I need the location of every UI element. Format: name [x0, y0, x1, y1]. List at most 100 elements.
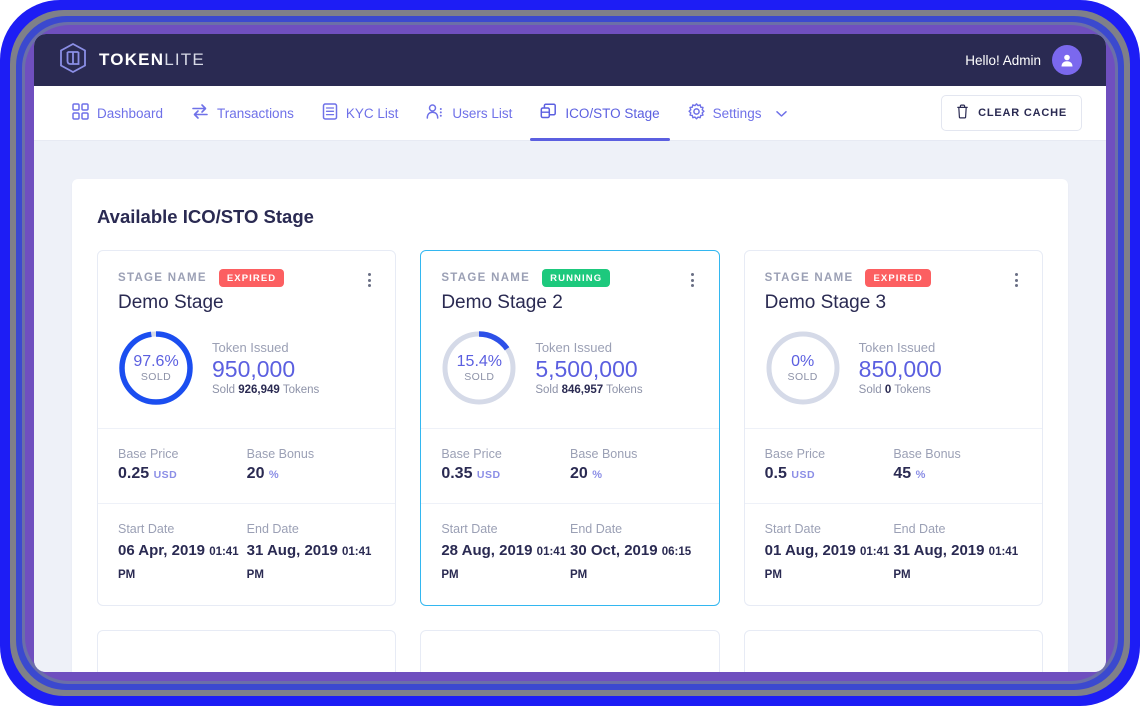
tokens-sold-text: Sold 846,957 Tokens [535, 384, 642, 396]
page-title: Available ICO/STO Stage [97, 206, 314, 227]
sold-amount: 846,957 [561, 384, 604, 397]
start-date-text: 01 Aug, 2019 [764, 542, 856, 559]
stage-card-partial[interactable] [420, 630, 720, 672]
nav-item-users-list[interactable]: Users List [412, 86, 526, 141]
donut-center-text: 97.6% SOLD [118, 330, 194, 406]
sold-percent-value: 15.4% [456, 352, 503, 370]
base-price-label: Base Price [441, 447, 502, 461]
exchange-arrows-icon [191, 103, 209, 123]
coins-stack-icon [540, 103, 557, 123]
sold-percent-donut: 15.4% SOLD [441, 330, 517, 406]
stage-card[interactable]: STAGE NAME EXPIRED Demo Stage 97.6% SOLD Toke… [97, 250, 397, 606]
nav-item-label: ICO/STO Stage [565, 105, 660, 121]
card-divider [744, 428, 1042, 429]
nav-item-ico-sto-stage[interactable]: ICO/STO Stage [526, 86, 673, 141]
token-issued-value: 950,000 [212, 355, 296, 382]
kebab-menu-icon[interactable] [1008, 271, 1024, 289]
end-date-cell: End Date 31 Aug, 2019 01:41 PM [893, 522, 1022, 585]
price-unit: USD [791, 469, 816, 481]
clear-cache-button[interactable]: CLEAR CACHE [941, 95, 1082, 131]
stage-status-row: STAGE NAME EXPIRED [118, 269, 375, 287]
stage-card[interactable]: STAGE NAME EXPIRED Demo Stage 3 0% SOLD Token… [743, 250, 1043, 606]
stage-card-stats: 97.6% SOLD Token Issued 950,000 Sold 926,949… [98, 330, 395, 428]
sold-label: SOLD [140, 371, 172, 384]
app-window: TOKENLITE Hello! Admin [34, 34, 1106, 672]
price-unit: USD [153, 469, 178, 481]
donut-center-text: 0% SOLD [765, 330, 841, 406]
stage-card-header: STAGE NAME EXPIRED Demo Stage [98, 251, 395, 330]
start-date-value: 06 Apr, 2019 01:41 PM [118, 540, 247, 585]
user-avatar-icon[interactable] [1052, 45, 1082, 75]
sold-suffix: Tokens [894, 384, 931, 397]
tokens-sold-text: Sold 926,949 Tokens [212, 384, 319, 396]
start-date-cell: Start Date 06 Apr, 2019 01:41 PM [118, 522, 247, 585]
stage-card-grid-next-row [97, 630, 1043, 672]
stage-card-stats: 0% SOLD Token Issued 850,000 Sold 0 Tokens [745, 330, 1042, 428]
stage-card-partial[interactable] [743, 630, 1043, 672]
brand-logo[interactable]: TOKENLITE [58, 42, 205, 79]
sold-label: SOLD [787, 371, 818, 384]
price-bonus-row: Base Price 0.25 USD Base Bonus 20 % [98, 429, 395, 503]
end-date-text: 31 Aug, 2019 [246, 542, 338, 559]
price-bonus-row: Base Price 0.35 USD Base Bonus 20 % [421, 429, 718, 503]
stage-card[interactable]: STAGE NAME RUNNING Demo Stage 2 15.4% SOLD To… [420, 250, 720, 606]
dates-row: Start Date 06 Apr, 2019 01:41 PM End Date 3… [98, 504, 395, 605]
base-bonus-value: 20 % [570, 465, 699, 483]
greeting-label: Hello! Admin [965, 52, 1041, 68]
price-unit: USD [476, 469, 501, 481]
base-bonus-cell: Base Bonus 20 % [570, 447, 699, 483]
trash-icon [956, 104, 969, 122]
card-divider [98, 503, 396, 504]
status-badge: RUNNING [542, 269, 611, 287]
start-date-label: Start Date [764, 522, 821, 536]
base-price-label: Base Price [118, 447, 179, 461]
end-date-text: 30 Oct, 2019 [570, 542, 658, 559]
end-date-text: 31 Aug, 2019 [893, 542, 985, 559]
base-price-value: 0.35 USD [441, 465, 570, 483]
chevron-down-icon[interactable] [776, 106, 788, 121]
sold-amount: 0 [884, 384, 892, 397]
bonus-unit: % [915, 469, 926, 481]
start-date-cell: Start Date 28 Aug, 2019 01:41 PM [441, 522, 570, 585]
stage-status-row: STAGE NAME EXPIRED [765, 269, 1022, 287]
nav-item-label: Transactions [217, 105, 294, 121]
stage-status-row: STAGE NAME RUNNING [441, 269, 698, 287]
document-list-icon [322, 103, 338, 123]
end-date-label: End Date [893, 522, 946, 536]
base-price-number: 0.35 [441, 465, 473, 482]
base-bonus-value: 20 % [247, 465, 376, 483]
nav-item-label: Dashboard [97, 105, 164, 121]
start-time-text: 01:41 PM [441, 546, 567, 581]
sold-percent-value: 0% [791, 352, 815, 370]
stage-title: Demo Stage [118, 292, 224, 313]
base-bonus-number: 20 [570, 465, 588, 482]
page-content: Available ICO/STO Stage STAGE NAME EXPIRE… [34, 141, 1106, 672]
sold-percent-donut: 97.6% SOLD [118, 330, 194, 406]
nav-item-label: KYC List [345, 105, 399, 121]
end-date-value: 31 Aug, 2019 01:41 PM [247, 540, 376, 585]
sold-prefix: Sold [535, 384, 559, 397]
end-date-cell: End Date 30 Oct, 2019 06:15 PM [570, 522, 699, 585]
nav-items: Dashboard Transactions [58, 86, 801, 141]
token-issued-label: Token Issued [212, 339, 289, 355]
kebab-menu-icon[interactable] [685, 271, 701, 289]
sold-suffix: Tokens [606, 384, 643, 397]
status-badge: EXPIRED [218, 269, 285, 287]
base-price-number: 0.25 [118, 465, 150, 482]
stage-card-partial[interactable] [97, 630, 397, 672]
nav-item-transactions[interactable]: Transactions [177, 86, 308, 141]
base-bonus-cell: Base Bonus 45 % [893, 447, 1022, 483]
kebab-menu-icon[interactable] [361, 271, 377, 289]
user-menu[interactable]: Hello! Admin [965, 45, 1082, 75]
nav-item-kyc-list[interactable]: KYC List [308, 86, 413, 141]
end-date-value: 31 Aug, 2019 01:41 PM [893, 540, 1022, 585]
tokens-sold-text: Sold 0 Tokens [859, 384, 942, 396]
nav-item-dashboard[interactable]: Dashboard [58, 86, 177, 141]
stage-name-label: STAGE NAME [441, 272, 531, 284]
start-time-text: 01:41 PM [764, 546, 890, 581]
base-bonus-number: 20 [246, 465, 265, 482]
user-list-icon [426, 103, 444, 123]
stage-card-stats: 15.4% SOLD Token Issued 5,500,000 Sold 846,9… [421, 330, 718, 428]
nav-item-settings[interactable]: Settings [674, 86, 802, 141]
base-bonus-label: Base Bonus [893, 447, 961, 461]
